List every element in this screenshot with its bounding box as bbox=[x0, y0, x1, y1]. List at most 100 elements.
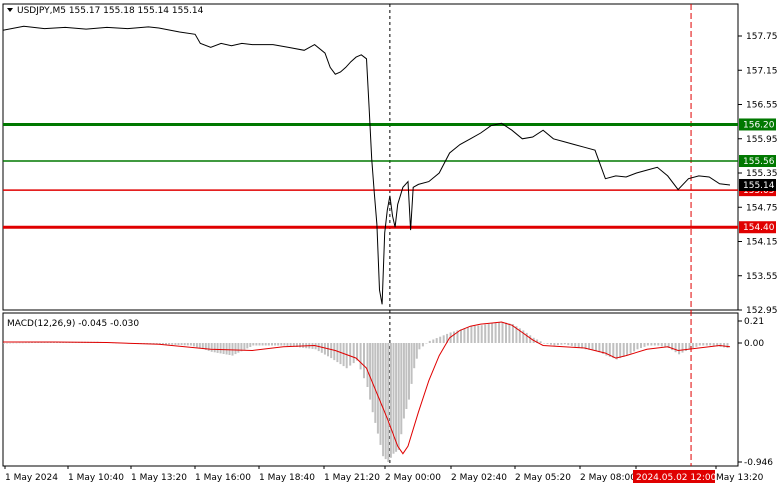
macd-histogram-bar bbox=[24, 342, 27, 344]
macd-histogram-bar bbox=[12, 342, 15, 344]
macd-histogram-bar bbox=[410, 343, 413, 384]
macd-histogram-bar bbox=[691, 343, 694, 348]
macd-histogram-bar bbox=[588, 343, 591, 350]
macd-histogram-bar bbox=[219, 343, 222, 354]
macd-histogram-bar bbox=[283, 343, 286, 346]
macd-histogram-bar bbox=[660, 343, 663, 347]
macd-histogram-bar bbox=[577, 343, 580, 348]
macd-histogram-bar bbox=[505, 322, 507, 343]
macd-histogram-bar bbox=[418, 343, 421, 350]
price-axis-label: 152.95 bbox=[746, 306, 778, 316]
macd-histogram-bar bbox=[546, 343, 549, 344]
macd-histogram-bar bbox=[402, 343, 405, 419]
time-axis-label: 1 May 18:40 bbox=[259, 473, 315, 483]
macd-histogram-bar bbox=[387, 343, 390, 462]
macd-histogram-bar bbox=[719, 343, 722, 347]
macd-header: MACD(12,26,9) -0.045 -0.030 bbox=[7, 319, 139, 329]
macd-histogram-bar bbox=[508, 323, 511, 343]
time-axis-label: 1 May 13:20 bbox=[131, 473, 187, 483]
level-price-label: 156.20 bbox=[743, 120, 775, 130]
macd-histogram-bar bbox=[563, 343, 566, 345]
macd-histogram-bar bbox=[518, 328, 521, 343]
macd-histogram-bar bbox=[374, 343, 377, 423]
macd-histogram-bar bbox=[633, 343, 636, 352]
macd-histogram-bar bbox=[222, 343, 225, 354]
macd-histogram-bar bbox=[349, 343, 352, 366]
macd-histogram-bar bbox=[421, 343, 424, 347]
macd-histogram-bar bbox=[636, 343, 639, 350]
time-axis-label: 2 May 02:40 bbox=[451, 473, 507, 483]
macd-histogram-bar bbox=[192, 343, 195, 347]
macd-histogram-bar bbox=[456, 330, 459, 343]
macd-histogram-bar bbox=[415, 343, 418, 359]
macd-histogram-bar bbox=[477, 325, 480, 343]
macd-axis-label: 0.00 bbox=[744, 339, 764, 349]
macd-histogram-bar bbox=[622, 343, 625, 357]
macd-histogram-bar bbox=[40, 342, 43, 343]
macd-histogram-bar bbox=[395, 343, 398, 452]
macd-signal-line bbox=[3, 321, 731, 455]
macd-histogram-bar bbox=[174, 343, 177, 345]
macd-histogram-bar bbox=[183, 343, 186, 346]
time-axis-label: 2 May 08:00 bbox=[580, 473, 636, 483]
macd-histogram-bar bbox=[327, 343, 329, 357]
macd-histogram-bar bbox=[698, 343, 701, 346]
macd-histogram-bar bbox=[320, 343, 323, 353]
macd-histogram-bar bbox=[612, 343, 615, 359]
time-axis-label: 1 May 10:40 bbox=[68, 473, 124, 483]
macd-histogram-bar bbox=[570, 343, 573, 346]
macd-histogram-bar bbox=[643, 343, 646, 347]
macd-histogram-bar bbox=[442, 335, 445, 343]
macd-histogram-bar bbox=[330, 343, 333, 359]
price-axis-label: 154.75 bbox=[746, 203, 778, 213]
price-axis-label: 157.15 bbox=[746, 66, 778, 76]
macd-histogram-bar bbox=[43, 342, 46, 343]
macd-histogram-bar bbox=[234, 343, 237, 355]
macd-histogram-bar bbox=[345, 343, 348, 369]
macd-histogram-bar bbox=[408, 343, 410, 400]
macd-histogram-bar bbox=[449, 332, 452, 343]
macd-pane[interactable] bbox=[2, 312, 739, 467]
macd-histogram-bar bbox=[161, 343, 164, 345]
macd-histogram-bar bbox=[716, 343, 719, 347]
macd-histogram-bar bbox=[333, 343, 336, 361]
macd-histogram-bar bbox=[688, 343, 691, 350]
macd-histogram-bar bbox=[601, 343, 604, 354]
level-price-label: 155.05 bbox=[743, 186, 775, 196]
macd-histogram-bar bbox=[536, 339, 539, 343]
macd-histogram-bar bbox=[646, 343, 649, 346]
level-price-label: 154.40 bbox=[743, 223, 775, 233]
macd-histogram-bar bbox=[598, 343, 601, 353]
current-price-tag bbox=[739, 178, 776, 191]
time-axis-label: 1 May 16:00 bbox=[195, 473, 251, 483]
macd-histogram-bar bbox=[177, 343, 180, 345]
macd-histogram-bar bbox=[629, 343, 632, 354]
macd-histogram-bar bbox=[591, 343, 594, 351]
macd-histogram-bar bbox=[207, 343, 210, 351]
macd-histogram-bar bbox=[31, 342, 33, 343]
macd-histogram-bar bbox=[168, 343, 171, 345]
macd-histogram-bar bbox=[264, 343, 267, 346]
macd-histogram-bar bbox=[584, 343, 587, 350]
macd-histogram-bar bbox=[685, 343, 687, 351]
price-pane[interactable] bbox=[2, 3, 739, 311]
macd-histogram-bar bbox=[216, 343, 219, 353]
macd-histogram-bar bbox=[231, 343, 234, 356]
macd-histogram-bar bbox=[674, 343, 677, 353]
macd-histogram-bar bbox=[667, 343, 670, 348]
macd-histogram-bar bbox=[446, 333, 449, 343]
macd-histogram-bar bbox=[56, 342, 58, 343]
macd-histogram-bar bbox=[498, 322, 501, 343]
macd-histogram-bar bbox=[539, 341, 542, 343]
macd-histogram-bar bbox=[195, 343, 198, 348]
macd-histogram-bar bbox=[428, 340, 431, 343]
macd-histogram-bar bbox=[671, 343, 674, 351]
time-axis-label: 2 May 00:00 bbox=[385, 473, 441, 483]
price-series-line bbox=[2, 25, 731, 305]
dropdown-triangle-icon[interactable] bbox=[7, 8, 13, 12]
level-price-tag bbox=[739, 221, 776, 234]
price-axis-label: 153.55 bbox=[746, 272, 778, 282]
macd-histogram-bar bbox=[180, 343, 183, 346]
macd-histogram-bar bbox=[650, 343, 653, 346]
